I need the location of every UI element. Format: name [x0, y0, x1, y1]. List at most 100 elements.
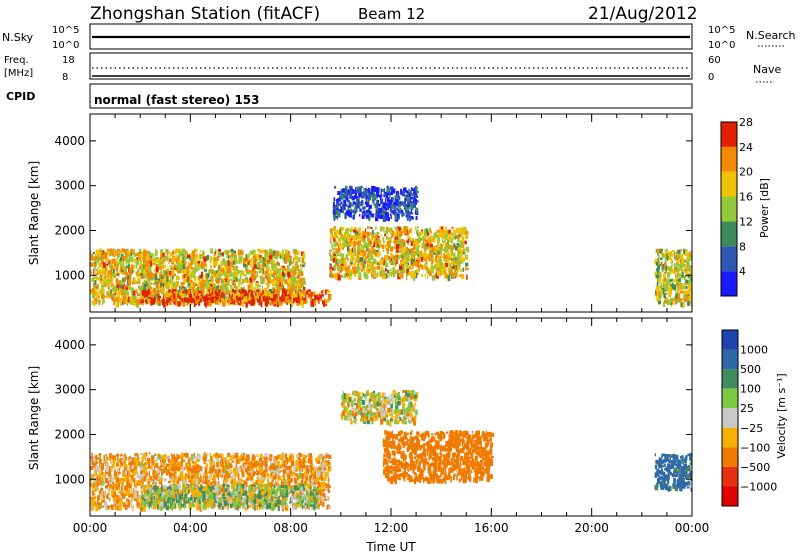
- echo-cell: [304, 295, 307, 301]
- echo-cell: [239, 294, 244, 297]
- echo-cell: [126, 302, 129, 305]
- echo-cell: [356, 198, 360, 205]
- echo-cell: [112, 251, 114, 256]
- echo-cell: [235, 292, 239, 298]
- echo-cell: [336, 215, 339, 220]
- echo-cell: [455, 262, 457, 265]
- echo-cell: [150, 297, 153, 302]
- echo-cell: [441, 269, 445, 275]
- echo-cell: [337, 274, 341, 281]
- echo-cell: [430, 250, 434, 255]
- echo-cell: [251, 291, 254, 297]
- echo-cell: [332, 248, 334, 251]
- echo-cell: [451, 274, 455, 278]
- echo-cell: [418, 244, 421, 248]
- echo-cell: [359, 227, 361, 234]
- echo-cell: [404, 196, 408, 199]
- echo-cell: [218, 268, 222, 272]
- echo-cell: [410, 248, 414, 253]
- echo-cell: [685, 250, 688, 256]
- echo-cell: [377, 207, 379, 210]
- echo-cell: [247, 280, 250, 284]
- echo-cell: [229, 261, 233, 268]
- echo-cell: [124, 285, 127, 288]
- echo-cell: [363, 272, 367, 277]
- echo-cell: [349, 271, 353, 276]
- echo-cell: [429, 251, 431, 257]
- echo-cell: [464, 234, 469, 239]
- echo-cell: [109, 293, 113, 298]
- echo-cell: [374, 251, 377, 257]
- echo-cell: [339, 245, 343, 249]
- echo-cell: [206, 452, 209, 456]
- echo-cell: [329, 270, 332, 276]
- echo-cell: [98, 270, 101, 274]
- echo-cell: [341, 258, 344, 260]
- echo-cell: [260, 278, 264, 284]
- echo-cell: [411, 263, 414, 269]
- echo-cell: [201, 297, 204, 302]
- echo-cell: [334, 186, 337, 189]
- echo-cell: [424, 248, 426, 253]
- echo-cell: [291, 268, 293, 274]
- echo-cell: [445, 245, 447, 249]
- echo-cell: [460, 229, 464, 235]
- echo-cell: [182, 292, 186, 299]
- echo-cell: [376, 231, 380, 235]
- echo-cell: [293, 292, 297, 298]
- echo-cell: [384, 273, 388, 279]
- echo-cell: [281, 272, 285, 276]
- echo-cell: [439, 251, 441, 255]
- echo-cell: [387, 254, 388, 258]
- echo-cell: [107, 250, 110, 255]
- echo-cell: [277, 283, 280, 290]
- echo-cell: [243, 263, 247, 268]
- echo-cell: [245, 300, 248, 303]
- echo-cell: [205, 275, 207, 278]
- echo-cell: [394, 205, 397, 209]
- echo-cell: [353, 229, 357, 233]
- echo-cell: [182, 255, 186, 261]
- echo-cell: [357, 205, 359, 208]
- echo-cell: [388, 258, 393, 263]
- echo-cell: [302, 252, 305, 257]
- echo-cell: [430, 247, 432, 250]
- echo-cell: [453, 261, 457, 265]
- echo-cell: [360, 235, 363, 242]
- echo-cell: [409, 197, 414, 200]
- echo-cell: [224, 261, 229, 264]
- echo-cell: [423, 263, 426, 270]
- echo-cell: [330, 232, 334, 239]
- echo-cell: [137, 458, 139, 464]
- echo-cell: [240, 257, 242, 260]
- echo-cell: [671, 286, 673, 292]
- echo-cell: [681, 259, 685, 264]
- echo-cell: [300, 263, 302, 267]
- echo-cell: [238, 296, 242, 301]
- echo-cell: [110, 279, 112, 282]
- echo-cell: [133, 258, 137, 263]
- echo-cell: [680, 290, 684, 294]
- echo-cell: [675, 257, 678, 261]
- echo-cell: [357, 245, 360, 248]
- echo-cell: [656, 260, 660, 266]
- echo-cell: [679, 287, 681, 291]
- echo-cell: [310, 294, 312, 298]
- echo-cell: [460, 235, 464, 238]
- echo-cell: [95, 300, 98, 305]
- echo-cell: [340, 263, 344, 268]
- echo-cell: [405, 207, 409, 212]
- echo-cell: [133, 459, 137, 465]
- echo-cell: [678, 249, 680, 254]
- echo-cell: [120, 301, 122, 306]
- echo-cell: [176, 283, 179, 287]
- echo-cell: [278, 262, 280, 266]
- echo-cell: [192, 261, 196, 264]
- echo-cell: [137, 271, 141, 275]
- echo-cell: [338, 254, 342, 257]
- echo-cell: [197, 266, 200, 270]
- echo-cell: [179, 291, 183, 298]
- echo-cell: [419, 233, 421, 239]
- echo-cell: [158, 466, 161, 471]
- echo-cell: [287, 294, 291, 300]
